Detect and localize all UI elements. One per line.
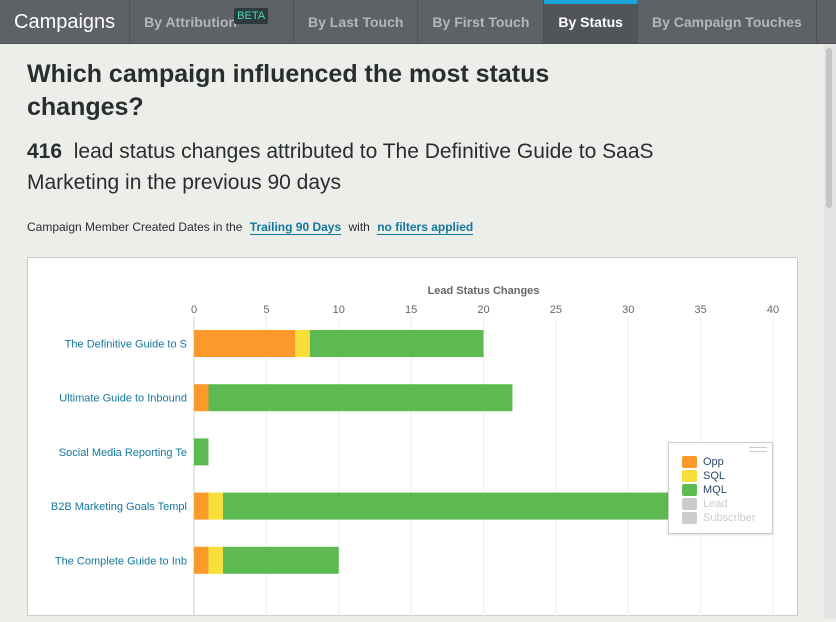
tab-by-status[interactable]: By Status bbox=[544, 0, 638, 43]
legend-item-opp[interactable]: Opp bbox=[682, 455, 772, 469]
bar-segment-sql bbox=[208, 546, 223, 574]
summary-text: lead status changes attributed to The De… bbox=[27, 140, 654, 194]
category-label: The Complete Guide to Inb bbox=[55, 555, 187, 567]
x-tick-label: 40 bbox=[767, 304, 779, 316]
x-tick-label: 35 bbox=[695, 304, 707, 316]
x-tick-label: 25 bbox=[550, 304, 562, 316]
legend-item-lead[interactable]: Lead bbox=[682, 497, 772, 511]
brand-title: Campaigns bbox=[0, 0, 131, 43]
legend-swatch bbox=[682, 456, 697, 468]
bar-segment-opp bbox=[194, 384, 209, 412]
legend-swatch bbox=[682, 512, 697, 524]
x-tick-label: 20 bbox=[477, 304, 489, 316]
category-label: The Definitive Guide to S bbox=[65, 339, 187, 351]
chart-legend[interactable]: Opp SQL MQL Lead Subscriber bbox=[668, 442, 773, 534]
filter-line: Campaign Member Created Dates in the Tra… bbox=[27, 220, 477, 235]
x-tick-label: 0 bbox=[191, 304, 197, 316]
bar-segment-opp bbox=[194, 330, 296, 357]
category-label: Ultimate Guide to Inbound bbox=[59, 393, 187, 405]
category-label: Social Media Reporting Te bbox=[59, 447, 187, 459]
bar-segment-mql bbox=[309, 330, 484, 357]
legend-item-subscriber[interactable]: Subscriber bbox=[682, 511, 772, 525]
legend-swatch bbox=[682, 498, 697, 510]
legend-label: Opp bbox=[703, 456, 724, 468]
scrollbar-thumb[interactable] bbox=[826, 48, 832, 208]
top-nav: Campaigns By Attribution BETA By Last Tou… bbox=[0, 0, 836, 44]
tab-label: By Attribution bbox=[144, 14, 237, 30]
bar-segment-mql bbox=[194, 438, 209, 466]
beta-badge: BETA bbox=[234, 8, 269, 24]
tab-by-last-touch[interactable]: By Last Touch bbox=[294, 0, 419, 43]
legend-item-mql[interactable]: MQL bbox=[682, 483, 772, 497]
drag-handle-icon[interactable] bbox=[749, 447, 767, 452]
legend-item-sql[interactable]: SQL bbox=[682, 469, 772, 483]
bar-segment-mql bbox=[222, 546, 339, 574]
bar-segment-opp bbox=[194, 546, 209, 574]
summary: 416 lead status changes attributed to Th… bbox=[27, 136, 667, 198]
filters-link[interactable]: no filters applied bbox=[377, 220, 474, 235]
chart-card: Lead Status Changes 0 5 10 15 20 25 30 35 40 The D… bbox=[27, 257, 798, 617]
tab-by-attribution[interactable]: By Attribution BETA bbox=[130, 0, 294, 43]
x-tick-label: 30 bbox=[622, 304, 634, 316]
tab-by-first-touch[interactable]: By First Touch bbox=[418, 0, 545, 43]
chart-title: Lead Status Changes bbox=[428, 285, 540, 297]
bar-segment-opp bbox=[194, 492, 209, 520]
page-title: Which campaign influenced the most statu… bbox=[27, 60, 550, 121]
tab-by-campaign-touches[interactable]: By Campaign Touches bbox=[638, 0, 817, 43]
filter-prefix: Campaign Member Created Dates in the bbox=[27, 220, 243, 234]
bar-segment-mql bbox=[208, 384, 513, 412]
x-tick-label: 10 bbox=[333, 304, 345, 316]
scrollbar[interactable] bbox=[824, 44, 836, 619]
legend-label: MQL bbox=[703, 484, 727, 496]
legend-label: Lead bbox=[703, 498, 728, 510]
filter-mid: with bbox=[348, 220, 370, 234]
legend-label: SQL bbox=[703, 470, 726, 482]
summary-count: 416 bbox=[27, 140, 63, 163]
legend-swatch bbox=[682, 484, 697, 496]
date-range-link[interactable]: Trailing 90 Days bbox=[249, 220, 342, 235]
x-tick-label: 5 bbox=[263, 304, 269, 316]
bar-segment-sql bbox=[208, 492, 223, 520]
legend-label: Subscriber bbox=[703, 512, 756, 524]
legend-swatch bbox=[682, 470, 697, 482]
bar-chart: Lead Status Changes 0 5 10 15 20 25 30 35 40 The D… bbox=[51, 285, 779, 617]
x-tick-label: 15 bbox=[405, 304, 417, 316]
category-label: B2B Marketing Goals Templ bbox=[51, 501, 187, 513]
bar-segment-sql bbox=[295, 330, 310, 357]
bar-segment-mql bbox=[222, 492, 730, 520]
